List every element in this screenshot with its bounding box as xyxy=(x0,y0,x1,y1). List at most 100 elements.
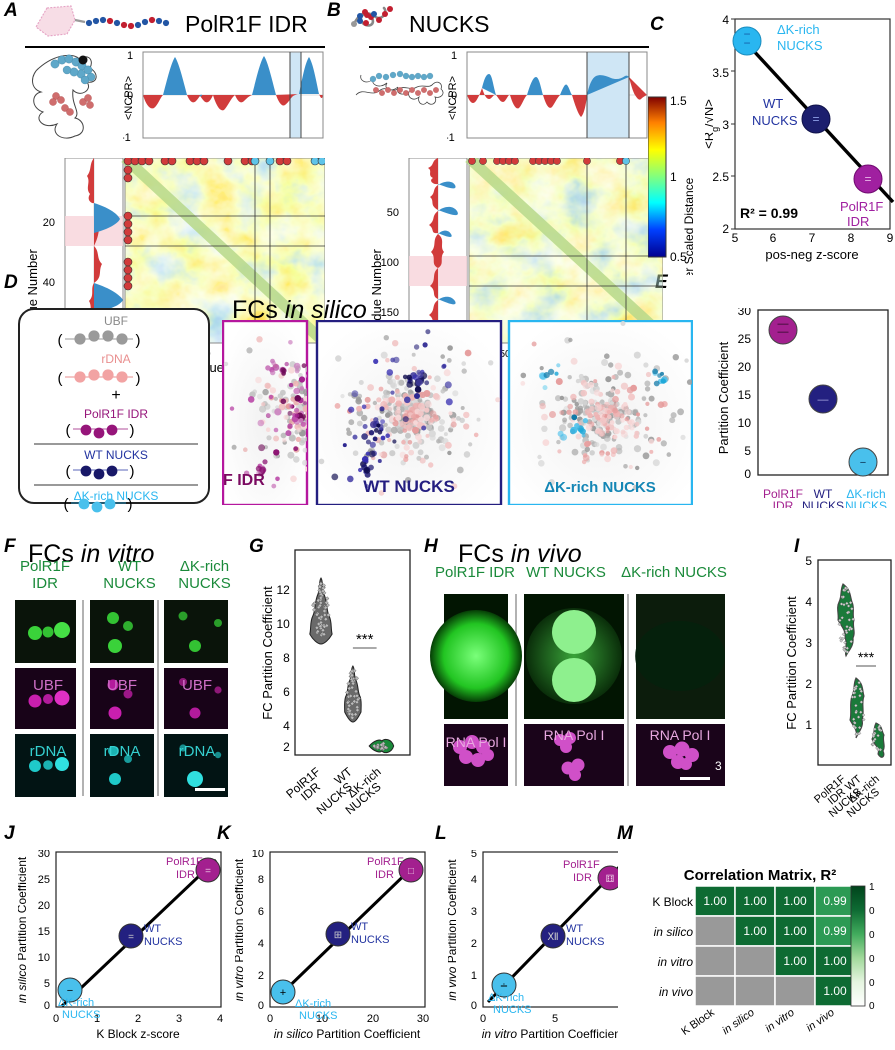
svg-text:IDR: IDR xyxy=(375,869,394,881)
svg-text:6: 6 xyxy=(283,685,290,699)
svg-text:RNA Pol I: RNA Pol I xyxy=(544,727,605,743)
svg-text:30: 30 xyxy=(38,850,50,860)
svg-text:4: 4 xyxy=(283,719,290,733)
svg-text:1.00: 1.00 xyxy=(783,894,807,908)
svg-text:NUCKS: NUCKS xyxy=(62,1009,101,1021)
svg-text:1: 1 xyxy=(805,718,812,732)
svg-text:0: 0 xyxy=(258,1000,264,1012)
svg-text:1.00: 1.00 xyxy=(743,894,767,908)
svg-text:⊞: ⊞ xyxy=(334,930,342,941)
svg-text:NUCKS: NUCKS xyxy=(351,934,390,946)
svg-text:1: 1 xyxy=(670,170,677,184)
svg-text:WT NUCKS: WT NUCKS xyxy=(84,448,148,462)
svg-text:): ) xyxy=(128,496,133,513)
svg-text:): ) xyxy=(130,422,135,439)
svg-text:in vivo: in vivo xyxy=(804,1007,836,1035)
svg-text:1: 1 xyxy=(471,970,477,982)
svg-text:5: 5 xyxy=(44,978,50,990)
svg-text:20: 20 xyxy=(38,900,50,912)
svg-text:1: 1 xyxy=(127,50,133,62)
svg-text:10: 10 xyxy=(252,850,264,860)
svg-text:50: 50 xyxy=(387,207,399,219)
svg-text:Partition Coefficient: Partition Coefficient xyxy=(718,341,731,454)
svg-text:3.5: 3.5 xyxy=(712,66,729,80)
svg-text:RNA Pol I: RNA Pol I xyxy=(446,734,507,750)
svg-text:2: 2 xyxy=(283,740,290,754)
svg-text:=: = xyxy=(864,172,871,186)
svg-text:0: 0 xyxy=(44,1000,50,1012)
svg-text:1.00: 1.00 xyxy=(703,894,727,908)
svg-text:): ) xyxy=(136,370,141,387)
svg-text:2: 2 xyxy=(722,222,729,236)
svg-text:PolR1F: PolR1F xyxy=(840,199,883,214)
svg-text:IDR: IDR xyxy=(573,872,592,884)
svg-text:PolR1F IDR: PolR1F IDR xyxy=(84,407,148,421)
svg-text:-1: -1 xyxy=(447,132,455,144)
svg-text:6: 6 xyxy=(258,906,264,918)
svg-text:3 µm: 3 µm xyxy=(715,759,725,773)
svg-text:−: − xyxy=(743,36,750,50)
svg-text:12: 12 xyxy=(276,583,290,597)
svg-text:RNA Pol I: RNA Pol I xyxy=(650,727,711,743)
svg-text:(: ( xyxy=(66,463,71,480)
svg-text:in silico Partition Coefficien: in silico Partition Coefficient xyxy=(274,1027,421,1041)
svg-text:3 µm: 3 µm xyxy=(228,770,250,784)
svg-text:3: 3 xyxy=(176,1013,182,1025)
svg-text:5: 5 xyxy=(552,1013,558,1025)
svg-text:PolR1F: PolR1F xyxy=(367,856,404,868)
svg-text:in vivo Partition Coefficient: in vivo Partition Coefficient xyxy=(448,859,459,1001)
svg-text:ΔK-rich NUCKS: ΔK-rich NUCKS xyxy=(544,479,656,496)
svg-text:UBF: UBF xyxy=(107,677,137,694)
svg-text:1.5: 1.5 xyxy=(670,95,687,108)
svg-text:WT: WT xyxy=(566,923,583,935)
svg-text:pos-neg z-score: pos-neg z-score xyxy=(765,247,858,262)
svg-text:R² = 0.99: R² = 0.99 xyxy=(740,205,798,221)
svg-text:WT NUCKS: WT NUCKS xyxy=(363,477,455,496)
svg-text:−: − xyxy=(860,457,866,469)
svg-text:NUCKS: NUCKS xyxy=(802,499,844,508)
svg-text:=: = xyxy=(128,932,134,943)
svg-text:IDR: IDR xyxy=(773,499,794,508)
svg-text:NUCKS: NUCKS xyxy=(409,11,490,37)
svg-text:Homopolymer Scaled Distance: Homopolymer Scaled Distance xyxy=(682,177,696,275)
svg-text:30: 30 xyxy=(738,308,752,318)
svg-text:in vitro Partition Coefficient: in vitro Partition Coefficient xyxy=(482,1027,618,1041)
svg-text:K Block z-score: K Block z-score xyxy=(96,1027,180,1041)
svg-text:10: 10 xyxy=(738,416,752,430)
svg-text:***: *** xyxy=(356,631,374,648)
svg-text:in vivo: in vivo xyxy=(659,985,693,999)
svg-text:PolR1F IDR: PolR1F IDR xyxy=(185,11,308,37)
svg-text:⚅: ⚅ xyxy=(606,874,615,885)
svg-text:in silico Partition Coefficien: in silico Partition Coefficient xyxy=(18,856,29,1003)
svg-text:5: 5 xyxy=(805,554,812,568)
svg-text:7: 7 xyxy=(809,231,816,245)
svg-text:NUCKS: NUCKS xyxy=(566,936,605,948)
svg-text:1: 1 xyxy=(869,882,875,893)
svg-text:0.99: 0.99 xyxy=(823,894,847,908)
svg-text:10: 10 xyxy=(38,952,50,964)
svg-text:0.96: 0.96 xyxy=(869,978,875,989)
svg-text:15: 15 xyxy=(38,926,50,938)
svg-text:0.98: 0.98 xyxy=(869,930,875,941)
svg-text:0.95: 0.95 xyxy=(869,1001,875,1012)
svg-text:rDNA: rDNA xyxy=(30,743,67,760)
svg-text:+: + xyxy=(111,387,120,404)
svg-text:NUCKS: NUCKS xyxy=(493,1004,532,1016)
svg-text:40: 40 xyxy=(43,277,55,289)
svg-text:5: 5 xyxy=(732,231,739,245)
svg-text:NUCKS: NUCKS xyxy=(777,38,823,53)
svg-text:ΔK-rich: ΔK-rich xyxy=(295,998,331,1010)
svg-text:9: 9 xyxy=(887,231,894,245)
svg-text:in silico: in silico xyxy=(720,1007,756,1038)
svg-text:8: 8 xyxy=(283,651,290,665)
svg-text:2: 2 xyxy=(471,938,477,950)
svg-text:0: 0 xyxy=(267,1013,273,1025)
svg-text:in vitro: in vitro xyxy=(658,955,694,969)
svg-text:=: = xyxy=(205,866,211,877)
svg-text:3: 3 xyxy=(471,906,477,918)
svg-text:PolR1F: PolR1F xyxy=(563,859,600,871)
svg-text:∸: ∸ xyxy=(500,981,508,992)
svg-text:1.00: 1.00 xyxy=(783,954,807,968)
svg-text:ΔK-rich: ΔK-rich xyxy=(58,997,94,1009)
svg-text:IDR: IDR xyxy=(176,869,195,881)
